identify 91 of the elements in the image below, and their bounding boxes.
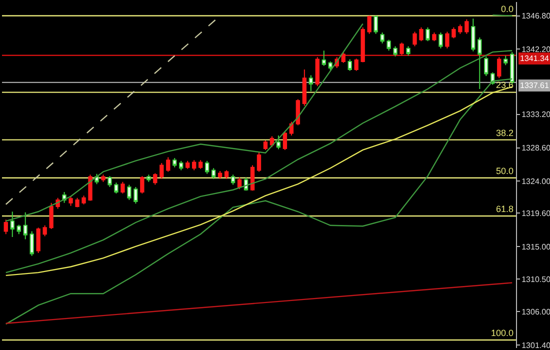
candlestick: [464, 18, 469, 34]
y-tick-label: 1310.50: [522, 274, 550, 284]
y-tick-label: 1342.20: [522, 44, 550, 54]
candlestick: [237, 177, 242, 190]
candlestick: [250, 164, 255, 192]
annotation: 61.8: [496, 204, 514, 214]
candlestick: [348, 58, 352, 72]
candlestick: [328, 60, 332, 71]
candlestick: [458, 24, 462, 34]
candlestick: [179, 160, 184, 171]
candlestick: [30, 230, 34, 256]
candlestick: [10, 211, 14, 238]
candlestick: [432, 32, 436, 42]
candlestick: [367, 15, 372, 34]
candlestick: [120, 181, 125, 194]
candlestick: [484, 56, 488, 76]
candlestick: [341, 52, 346, 64]
candlestick: [504, 55, 508, 66]
candlestick: [400, 42, 404, 56]
candlestick: [23, 212, 28, 240]
candlestick: [497, 56, 502, 79]
candlestick: [224, 170, 229, 180]
candlestick: [114, 182, 118, 194]
candlestick: [478, 37, 482, 90]
candlestick: [146, 174, 151, 182]
y-tick-label: 1333.20: [522, 110, 550, 120]
candlestick: [108, 176, 112, 188]
candlestick: [452, 26, 456, 39]
annotation: 50.0: [496, 166, 514, 176]
candlestick: [322, 50, 326, 66]
candlestick: [360, 26, 365, 63]
candlestick: [426, 26, 430, 42]
annotation: 38.2: [496, 128, 514, 138]
candlestick: [140, 176, 144, 194]
candlestick: [160, 162, 164, 180]
ref-line-label: 1341.34: [520, 54, 550, 63]
y-tick-label: 1306.00: [522, 308, 550, 317]
candlestick: [256, 152, 262, 172]
candlestick: [282, 130, 288, 150]
annotation: 0.0: [501, 4, 514, 14]
ref-line-label: 1337.61: [520, 81, 550, 90]
candlestick: [263, 140, 268, 150]
candlestick: [172, 157, 177, 168]
line-series: [5, 50, 513, 274]
candlestick: [4, 219, 8, 235]
candlestick: [42, 224, 47, 237]
candlestick: [471, 18, 476, 52]
candlestick: [218, 170, 222, 180]
candlestick: [354, 58, 358, 72]
candlestick: [153, 172, 158, 186]
candlestick: [101, 174, 106, 182]
candlestick: [438, 32, 443, 49]
y-tick-label: 1328.60: [522, 144, 550, 153]
candlestick: [315, 56, 320, 87]
candlestick: [82, 195, 86, 205]
candlestick: [127, 184, 132, 201]
candlestick: [204, 160, 210, 174]
candlestick: [16, 224, 21, 235]
candlestick: [88, 174, 92, 202]
line-series: [5, 78, 513, 325]
candlestick: [211, 168, 216, 180]
candlestick: [186, 160, 190, 170]
y-tick-label: 1319.60: [522, 208, 550, 218]
y-tick-label: 1301.40: [522, 340, 550, 350]
y-tick-label: 1324.00: [522, 176, 550, 186]
y-tick-label: 1315.00: [522, 242, 550, 252]
candlestick: [308, 74, 314, 92]
candlestick: [192, 160, 196, 171]
candlestick: [445, 31, 450, 49]
annotation: 23.6: [496, 80, 514, 90]
annotation: 100.0: [491, 328, 514, 338]
candlestick: [75, 197, 80, 208]
candlestick: [374, 15, 378, 34]
candlestick: [302, 68, 307, 106]
candlestick: [412, 31, 417, 47]
candlestick: [49, 202, 54, 230]
candlestick: [230, 174, 236, 186]
candlestick: [166, 156, 170, 172]
candlestick: [393, 46, 398, 57]
candlestick: [406, 46, 410, 56]
candlestick: [380, 32, 384, 44]
candlestick: [276, 134, 281, 150]
line-series: [5, 23, 364, 222]
candlestick: [134, 186, 138, 204]
candlestick: [36, 227, 40, 254]
candlestick: [386, 39, 391, 52]
candlestick: [94, 173, 99, 185]
candlestick: [419, 26, 424, 42]
candlestick: [68, 196, 73, 206]
candlestick: [198, 160, 203, 170]
y-tick-label: 1346.80: [522, 12, 550, 21]
